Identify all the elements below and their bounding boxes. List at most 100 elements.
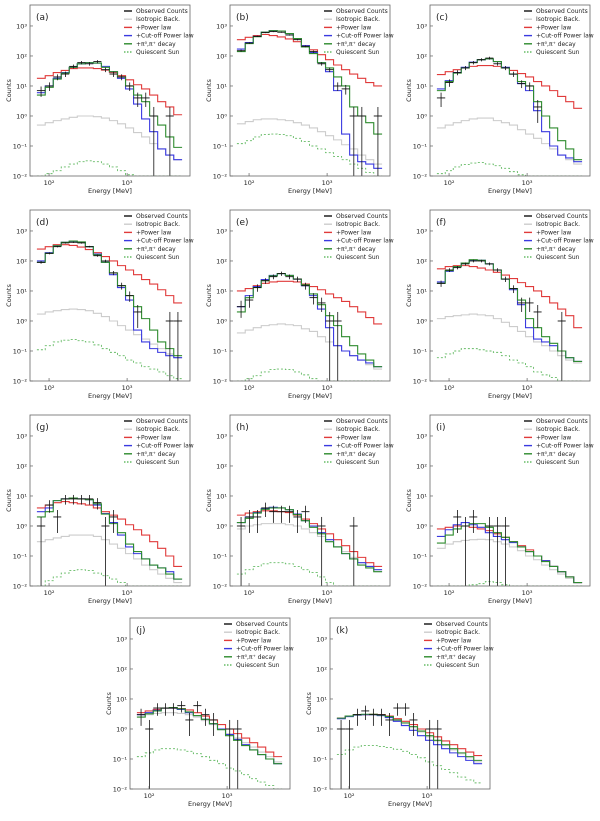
legend-label: +Cut-off Power law xyxy=(536,443,594,450)
y-tick-label: 10⁻¹ xyxy=(13,142,28,150)
y-tick-label: 10² xyxy=(216,257,227,265)
y-tick-label: 10³ xyxy=(216,22,227,30)
x-axis-label: Energy [MeV] xyxy=(88,392,132,400)
legend-label: +Cut-off Power law xyxy=(336,443,394,450)
legend-label: +π⁰,π⁺ decay xyxy=(336,41,376,48)
y-tick-label: 10¹ xyxy=(216,82,227,90)
y-tick-label: 10¹ xyxy=(416,287,427,295)
y-tick-label: 10⁻² xyxy=(413,378,428,386)
y-axis-label: Counts xyxy=(205,79,213,102)
isotropic-series xyxy=(236,323,383,370)
legend-label: Isotropic Back. xyxy=(236,629,280,636)
y-tick-label: 10⁻² xyxy=(313,786,328,794)
isotropic-series xyxy=(436,538,583,584)
y-tick-label: 10¹ xyxy=(216,287,227,295)
legend-label: +Cut-off Power law xyxy=(336,33,394,40)
legend-label: Isotropic Back. xyxy=(136,221,180,228)
chart-panel: 10⁻² 10⁻¹ 10⁰ 10¹ 10² 10³ 10² 10³ Energy [MeV] Co… xyxy=(0,410,200,614)
y-axis-label: Counts xyxy=(205,489,213,512)
y-axis-label: Counts xyxy=(5,284,13,307)
x-axis-label: Energy [MeV] xyxy=(488,392,532,400)
legend-label: +π⁰,π⁺ decay xyxy=(436,654,476,661)
axes-frame xyxy=(229,414,391,587)
x-tick-label: 10² xyxy=(344,792,355,800)
x-axis-label: Energy [MeV] xyxy=(488,187,532,195)
y-tick-label: 10⁻¹ xyxy=(213,142,228,150)
powerlaw-series xyxy=(36,67,183,116)
isotropic-series xyxy=(136,712,283,763)
y-tick-label: 10⁻² xyxy=(213,583,228,591)
legend-label: +π⁰,π⁺ decay xyxy=(536,246,576,253)
legend-label: Quiescent Sun xyxy=(336,254,380,261)
y-tick-label: 10³ xyxy=(416,22,427,30)
legend-label: Isotropic Back. xyxy=(436,629,480,636)
isotropic-series xyxy=(36,534,183,584)
legend-label: +Power law xyxy=(136,24,171,31)
legend-label: +π⁰,π⁺ decay xyxy=(336,246,376,253)
plot-area xyxy=(136,701,283,789)
y-axis-label: Counts xyxy=(405,284,413,307)
y-tick-label: 10⁰ xyxy=(416,522,427,530)
legend-label: +Power law xyxy=(536,24,571,31)
x-tick-label: 10³ xyxy=(322,179,333,187)
y-tick-label: 10² xyxy=(416,462,427,470)
isotropic-series xyxy=(36,308,183,359)
y-tick-label: 10³ xyxy=(216,432,227,440)
y-tick-label: 10⁻¹ xyxy=(213,552,228,560)
legend-label: +π⁰,π⁺ decay xyxy=(136,41,176,48)
y-tick-label: 10⁰ xyxy=(16,112,27,120)
legend-label: +Power law xyxy=(436,637,471,644)
pion-series xyxy=(436,58,583,161)
legend-label: Isotropic Back. xyxy=(536,221,580,228)
y-tick-label: 10⁰ xyxy=(316,725,327,733)
x-tick-label: 10³ xyxy=(522,589,533,597)
x-tick-label: 10² xyxy=(44,179,55,187)
x-tick-label: 10³ xyxy=(522,179,533,187)
panel-label: (j) xyxy=(136,626,146,636)
legend-label: +Power law xyxy=(336,24,371,31)
pion-series xyxy=(236,507,383,573)
axes-frame xyxy=(29,4,191,177)
axes-frame xyxy=(229,4,391,177)
isotropic-series xyxy=(436,313,583,364)
quiet-series xyxy=(436,348,583,381)
pion-series xyxy=(36,62,183,148)
plot-area xyxy=(236,30,383,176)
legend-label: Observed Counts xyxy=(336,418,388,425)
legend-label: +Power law xyxy=(236,637,271,644)
y-axis-label: Counts xyxy=(305,692,313,715)
y-tick-label: 10³ xyxy=(16,22,27,30)
y-tick-label: 10³ xyxy=(16,227,27,235)
y-tick-label: 10⁰ xyxy=(416,317,427,325)
y-axis-label: Counts xyxy=(5,79,13,102)
chart-panel: 10⁻² 10⁻¹ 10⁰ 10¹ 10² 10³ 10² 10³ Energy [MeV] Co… xyxy=(100,613,300,817)
legend-label: +Power law xyxy=(536,229,571,236)
y-tick-label: 10¹ xyxy=(216,492,227,500)
x-axis-label: Energy [MeV] xyxy=(88,597,132,605)
chart-panel: 10⁻² 10⁻¹ 10⁰ 10¹ 10² 10³ 10² 10³ Energy [MeV] Co… xyxy=(400,0,600,204)
legend-label: Isotropic Back. xyxy=(536,426,580,433)
panel-label: (d) xyxy=(36,218,49,228)
legend-label: Observed Counts xyxy=(536,418,588,425)
x-tick-label: 10³ xyxy=(422,792,433,800)
y-tick-label: 10⁰ xyxy=(216,317,227,325)
legend-label: Quiescent Sun xyxy=(136,49,180,56)
y-tick-label: 10⁻¹ xyxy=(413,347,428,355)
y-axis-label: Counts xyxy=(205,284,213,307)
plot-area xyxy=(436,56,583,176)
legend-label: Observed Counts xyxy=(436,621,488,628)
legend-label: +Cut-off Power law xyxy=(136,238,194,245)
legend-label: Isotropic Back. xyxy=(136,16,180,23)
plot-area xyxy=(36,60,183,176)
legend-label: +Power law xyxy=(136,434,171,441)
legend-label: Quiescent Sun xyxy=(536,49,580,56)
x-tick-label: 10² xyxy=(44,384,55,392)
